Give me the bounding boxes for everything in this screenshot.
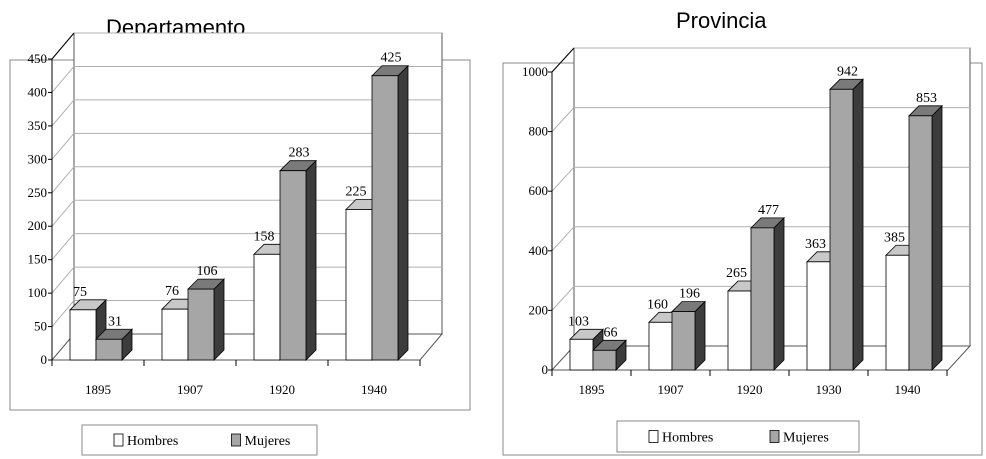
- chart1-gridline-side: [51, 133, 75, 160]
- chart2-bar-mujeres: [671, 311, 696, 371]
- chart1-bar-side-mujeres: [213, 278, 225, 361]
- chart2-bar-side-mujeres: [931, 104, 943, 371]
- chart1-gridline-side: [51, 66, 75, 93]
- chart2-bar-mujeres: [592, 349, 617, 371]
- chart2-data-label-hombres: 265: [726, 266, 747, 281]
- chart2-bar-mujeres: [750, 227, 775, 371]
- chart1-gridline-side: [51, 199, 75, 227]
- chart2-data-label-mujeres: 196: [679, 287, 700, 302]
- chart2-bar-hombres: [569, 338, 594, 371]
- chart1-gridline-side: [51, 166, 75, 194]
- chart1-legend-label-mujeres: Mujeres: [245, 434, 291, 449]
- chart2-gridline-side: [551, 166, 575, 192]
- chart1-data-label-hombres: 225: [346, 185, 367, 200]
- chart1-bar-side-mujeres: [305, 159, 317, 361]
- chart2-bar-side-mujeres: [694, 300, 706, 371]
- chart2-data-label-mujeres: 477: [758, 203, 779, 218]
- chart1-bar-hombres: [345, 209, 373, 361]
- chart1-legend-swatch-mujeres: [231, 433, 241, 447]
- chart2-y-tick-label: 1000: [522, 64, 548, 79]
- chart1-data-label-hombres: 76: [165, 284, 179, 299]
- chart1-y-tick-label: 400: [28, 84, 48, 99]
- chart2-legend-swatch-hombres: [648, 430, 659, 443]
- chart1-data-label-mujeres: 425: [381, 51, 402, 66]
- chart2-category-label: 1895: [579, 382, 605, 397]
- chart2-y-tick-label: 600: [529, 183, 549, 198]
- chart2-legend-label-hombres: Hombres: [662, 431, 713, 446]
- chart2-bar-hombres: [648, 321, 673, 371]
- chart1-bar-mujeres: [187, 288, 215, 361]
- chart1-y-tick-label: 250: [28, 185, 48, 200]
- chart2-y-tick-label: 400: [529, 243, 549, 258]
- chart2-data-label-hombres: 103: [568, 314, 589, 329]
- chart1-gridline-side: [51, 233, 75, 260]
- chart1-y-axis-top: [51, 32, 75, 60]
- chart1-bar-hombres: [161, 308, 189, 361]
- chart2-bar-side-mujeres: [773, 216, 785, 371]
- chart2-legend-label-mujeres: Mujeres: [783, 431, 829, 446]
- chart1-data-label-mujeres: 31: [108, 314, 122, 329]
- chart2-gridline-side: [551, 286, 575, 311]
- chart1-y-tick-label: 150: [28, 252, 48, 267]
- chart2-category-label: 1940: [895, 382, 921, 397]
- chart2-legend-swatch-mujeres: [769, 430, 780, 443]
- chart2-y-tick-label: 0: [542, 362, 549, 377]
- chart2-data-label-mujeres: 942: [837, 64, 858, 79]
- chart1-y-tick-label: 0: [41, 352, 48, 367]
- chart2-gridline-side: [551, 107, 575, 132]
- chart1-category-label: 1940: [361, 382, 387, 397]
- chart2-bar-mujeres: [829, 88, 854, 371]
- chart1-category-label: 1920: [269, 382, 295, 397]
- chart2-y-axis-top: [551, 47, 575, 73]
- chart1-y-tick-label: 200: [28, 218, 48, 233]
- chart2-data-label-hombres: 385: [884, 230, 905, 245]
- chart2-category-label: 1930: [816, 382, 842, 397]
- chart1-gridline-side: [51, 99, 75, 127]
- chart2-y-tick-label: 800: [529, 124, 549, 139]
- chart1-bar-side-mujeres: [397, 64, 409, 361]
- chart2-bar-side-mujeres: [852, 78, 864, 371]
- chart1-category-label: 1895: [85, 382, 111, 397]
- chart1-category-label: 1907: [177, 382, 204, 397]
- chart2-category-label: 1907: [658, 382, 685, 397]
- chart2-data-label-mujeres: 853: [916, 91, 937, 106]
- chart2-y-tick-label: 200: [529, 302, 549, 317]
- chart-title-provincia: Provincia: [676, 8, 767, 33]
- chart1-y-tick-label: 450: [28, 51, 48, 66]
- chart2-gridline-side: [551, 226, 575, 252]
- chart1-y-tick-label: 100: [28, 285, 48, 300]
- chart1-y-tick-label: 50: [34, 319, 47, 334]
- chart1-gridline-side: [51, 300, 75, 327]
- chart1-bar-mujeres: [279, 170, 307, 361]
- chart1-legend-swatch-hombres: [113, 433, 124, 447]
- chart2-bar-hombres: [727, 290, 752, 371]
- chart1-data-label-hombres: 158: [254, 229, 275, 244]
- chart1-bar-mujeres: [95, 338, 123, 361]
- chart1-data-label-mujeres: 283: [289, 146, 310, 161]
- chart1-gridline-side: [51, 266, 75, 294]
- chart2-data-label-mujeres: 66: [604, 325, 618, 340]
- chart1-bar-mujeres: [371, 75, 399, 361]
- chart1-bar-hombres: [69, 309, 97, 361]
- chart1-bar-hombres: [253, 253, 281, 361]
- chart1-y-tick-label: 300: [28, 151, 48, 166]
- chart2-category-label: 1920: [737, 382, 763, 397]
- chart2-bar-mujeres: [908, 115, 933, 371]
- chart1-legend-label-hombres: Hombres: [127, 434, 178, 449]
- chart2-bar-hombres: [806, 261, 831, 371]
- chart2-data-label-hombres: 160: [647, 297, 668, 312]
- chart1-data-label-mujeres: 106: [197, 264, 218, 279]
- chart1-data-label-hombres: 75: [73, 285, 87, 300]
- chart2-data-label-hombres: 363: [805, 237, 826, 252]
- chart1-y-tick-label: 350: [28, 118, 48, 133]
- chart2-bar-hombres: [885, 254, 910, 371]
